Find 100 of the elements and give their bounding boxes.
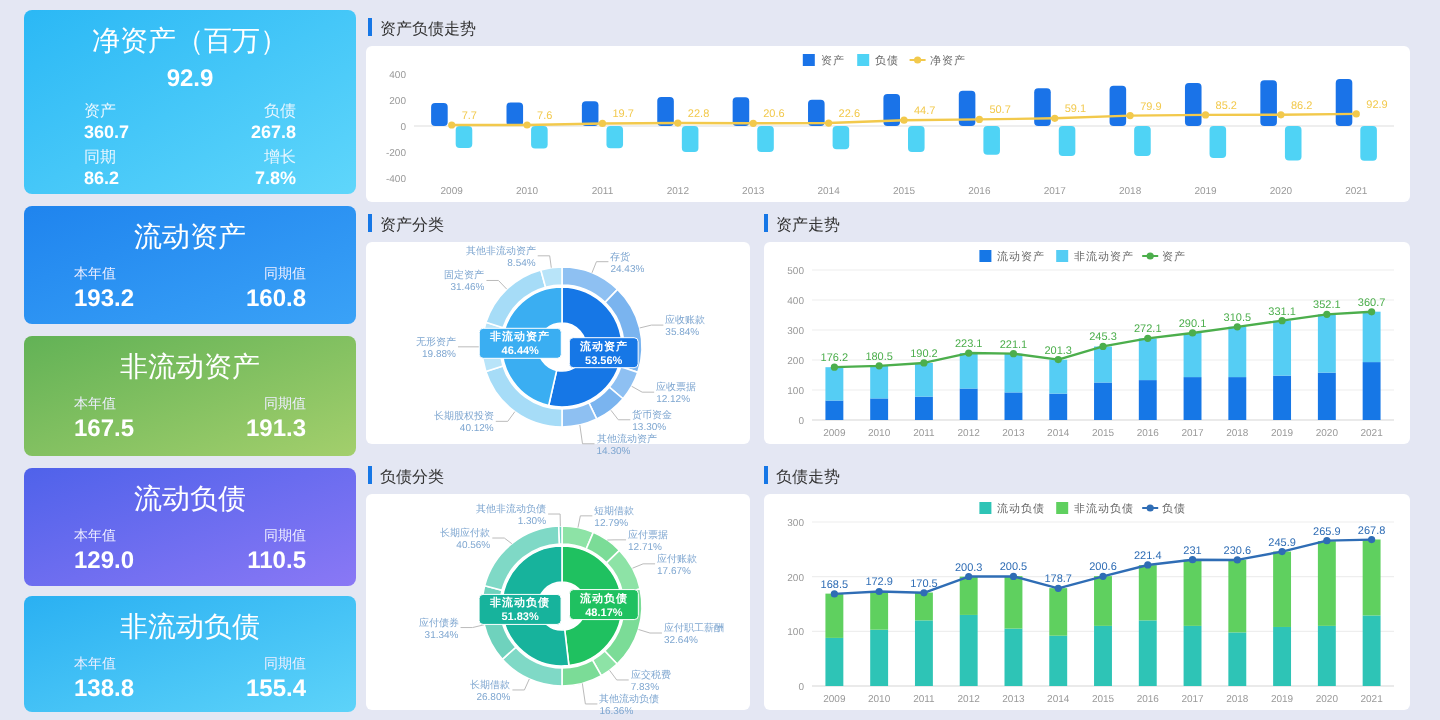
bar: [870, 398, 889, 420]
text: 155.4: [245, 674, 307, 702]
bar: [870, 629, 889, 686]
text: 非流动负债: [120, 610, 260, 642]
text: 138.8: [74, 674, 135, 702]
text: 129.0: [74, 546, 135, 574]
point: [1188, 329, 1197, 337]
point: [1144, 561, 1152, 569]
bar: [1183, 333, 1202, 378]
text: 360.7: [84, 122, 130, 142]
text: 160.8: [245, 284, 307, 312]
bar: [808, 99, 825, 126]
bar: [431, 103, 448, 126]
text: 同期: [84, 148, 116, 166]
bar: [1335, 79, 1353, 126]
chart-title: 资产负债走势: [380, 20, 476, 38]
bar: [1109, 85, 1127, 126]
point: [1099, 572, 1107, 580]
bar: [959, 576, 978, 615]
text: 167.5: [74, 414, 135, 442]
chart-title: 资产走势: [776, 216, 840, 234]
text: 负债: [264, 102, 296, 120]
bar: [1184, 82, 1202, 126]
bar: [1273, 320, 1292, 376]
point: [830, 590, 838, 598]
bar: [1228, 326, 1247, 378]
bar: [681, 126, 699, 153]
bar: [1134, 126, 1151, 156]
bar: [1004, 392, 1023, 420]
bar: [1209, 126, 1227, 158]
bar: [1228, 559, 1247, 633]
point: [965, 349, 973, 357]
text: 267.8: [250, 122, 296, 142]
bar: [1273, 375, 1292, 420]
point: [1099, 342, 1107, 351]
text: 流动负债: [134, 482, 246, 514]
point: [1323, 310, 1331, 318]
bar: [825, 400, 844, 420]
bar: [1284, 126, 1302, 161]
bar: [870, 591, 889, 630]
point: [920, 589, 928, 597]
text: 193.2: [74, 284, 135, 312]
chart-title: 资产分类: [380, 216, 444, 234]
bar: [908, 126, 925, 153]
point: [920, 359, 928, 367]
bar: [1138, 565, 1157, 621]
point: [875, 362, 883, 370]
bar: [1138, 338, 1157, 381]
bar: [1317, 541, 1336, 626]
bar: [1094, 625, 1112, 686]
bar: [1049, 359, 1068, 394]
bar: [1183, 625, 1202, 686]
bar: [1362, 539, 1381, 616]
bar: [757, 126, 774, 153]
point: [1054, 356, 1062, 364]
bar: [1138, 380, 1157, 420]
point: [1278, 317, 1286, 325]
bar: [914, 620, 933, 686]
bar: [1049, 588, 1068, 636]
point: [1233, 556, 1241, 564]
text: 净资产（百万）: [92, 24, 288, 56]
text: 7.8%: [254, 168, 296, 188]
point: [1144, 334, 1152, 342]
point: [1233, 323, 1241, 331]
bar: [832, 126, 850, 150]
bar: [1360, 126, 1377, 161]
bar: [1004, 628, 1023, 686]
bar: [825, 637, 844, 686]
bar: [1317, 372, 1336, 420]
bar: [531, 126, 548, 149]
bar: [1228, 632, 1247, 686]
bar: [1317, 314, 1336, 373]
text: 增长: [262, 148, 296, 166]
bar: [825, 367, 844, 401]
bar: [1183, 377, 1202, 420]
chart-title: 负债分类: [380, 468, 444, 486]
bar: [1362, 362, 1381, 420]
bar: [606, 126, 624, 149]
bar: [506, 102, 524, 126]
text: 191.3: [245, 414, 307, 442]
bar: [1058, 126, 1076, 157]
bar: [1273, 626, 1292, 686]
point: [875, 587, 883, 596]
point: [1188, 556, 1197, 564]
bar: [983, 126, 1000, 155]
bar: [1362, 311, 1381, 363]
bar: [914, 396, 933, 420]
bar: [455, 126, 473, 148]
bar: [1094, 346, 1112, 383]
bar: [1034, 88, 1051, 126]
bar: [914, 363, 933, 397]
text: 流动资产: [134, 220, 246, 252]
text: 资产: [84, 102, 116, 120]
bar: [959, 388, 978, 420]
bar: [1049, 393, 1068, 420]
bar: [1260, 80, 1277, 126]
bar: [1228, 377, 1247, 420]
bar: [1183, 559, 1202, 626]
point: [1278, 547, 1286, 556]
bar: [1317, 625, 1336, 686]
